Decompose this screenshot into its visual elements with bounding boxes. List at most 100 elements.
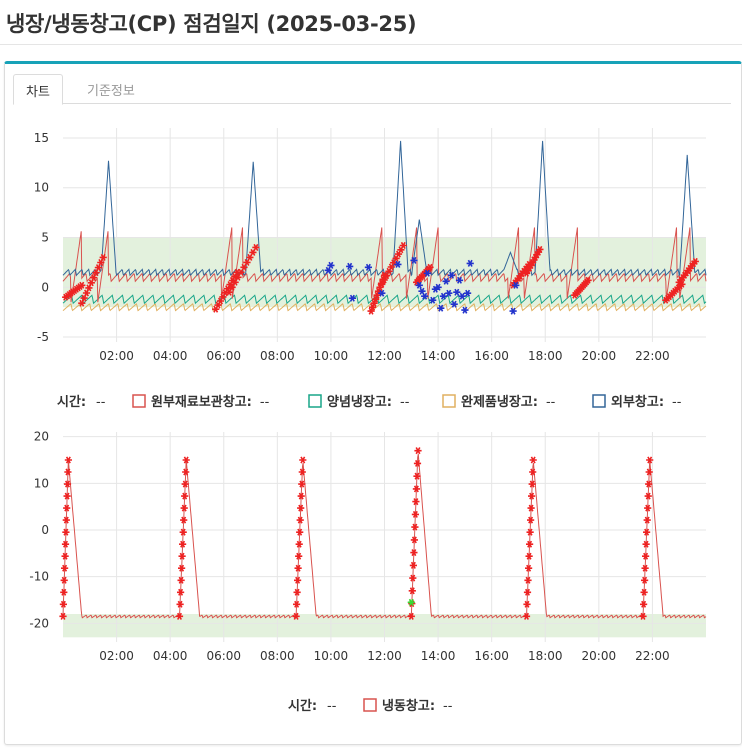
alt-marker — [458, 292, 466, 300]
alt-marker — [512, 281, 520, 289]
legend-series-name[interactable]: 완제품냉장고: — [461, 394, 538, 410]
alarm-marker — [691, 257, 699, 265]
legend-swatch[interactable] — [442, 394, 456, 408]
x-tick-label: 22:00 — [635, 349, 670, 363]
alarm-marker — [639, 612, 647, 620]
alarm-marker — [646, 456, 654, 464]
alarm-marker — [640, 600, 648, 608]
legend-series-name[interactable]: 외부창고: — [611, 394, 664, 410]
alt-marker — [442, 277, 450, 285]
alarm-marker — [297, 492, 305, 500]
alarm-marker — [177, 576, 185, 584]
alt-marker — [421, 292, 429, 300]
alarm-marker — [182, 468, 190, 476]
title-divider — [0, 44, 742, 45]
alarm-marker — [178, 552, 186, 560]
ok-marker — [407, 598, 415, 606]
alt-marker — [437, 304, 445, 312]
x-tick-label: 02:00 — [99, 349, 134, 363]
x-tick-label: 14:00 — [421, 349, 456, 363]
alarm-marker — [182, 456, 190, 464]
alarm-marker — [528, 492, 536, 500]
alarm-marker — [409, 574, 417, 582]
y-tick-label: -5 — [37, 330, 49, 344]
alt-marker — [364, 263, 372, 271]
alarm-marker — [64, 468, 72, 476]
legend-series-name[interactable]: 원부재료보관창고: — [151, 394, 252, 410]
alt-marker — [453, 288, 461, 296]
alarm-marker — [293, 588, 301, 596]
x-tick-label: 16:00 — [474, 649, 509, 663]
alarm-marker — [411, 510, 419, 518]
alarm-marker — [526, 528, 534, 536]
alarm-marker — [528, 480, 536, 488]
alarm-marker — [523, 600, 531, 608]
page-title: 냉장/냉동창고(CP) 점검일지 (2025-03-25) — [6, 12, 417, 36]
alarm-marker — [526, 540, 534, 548]
y-tick-label: 10 — [34, 476, 49, 490]
alarm-marker — [529, 468, 537, 476]
alarm-marker — [252, 243, 260, 251]
alarm-marker — [642, 552, 650, 560]
alarm-marker — [411, 523, 419, 531]
y-tick-label: 5 — [41, 230, 49, 244]
x-tick-label: 12:00 — [367, 349, 402, 363]
alarm-marker — [63, 504, 71, 512]
alarm-marker — [529, 456, 537, 464]
legend-swatch[interactable] — [308, 394, 322, 408]
chart-legend: 시간: -- 냉동창고: -- — [288, 698, 453, 714]
alt-marker — [450, 300, 458, 308]
alarm-marker — [59, 612, 67, 620]
alt-marker — [455, 276, 464, 284]
alarm-marker — [523, 588, 532, 596]
alarm-marker — [78, 281, 86, 289]
alt-marker — [410, 256, 418, 264]
alarm-marker — [640, 588, 648, 596]
alarm-marker — [410, 536, 418, 544]
alt-marker — [464, 289, 472, 297]
legend-time-value: -- — [96, 395, 106, 410]
legend-swatch[interactable] — [363, 698, 377, 712]
alarm-marker — [413, 459, 422, 467]
y-tick-label: 10 — [34, 181, 49, 195]
alarm-marker — [584, 276, 592, 284]
alarm-marker — [62, 528, 70, 536]
alt-marker — [346, 262, 354, 270]
y-tick-label: -10 — [29, 570, 49, 584]
alarm-marker — [527, 504, 535, 512]
alarm-marker — [527, 516, 535, 524]
alt-marker — [509, 307, 517, 315]
alarm-marker — [64, 456, 72, 464]
alt-marker — [415, 281, 423, 289]
legend-swatch[interactable] — [592, 394, 606, 408]
alt-marker — [461, 306, 469, 314]
tab-bar: 차트 기준정보 — [13, 74, 731, 105]
tab-chart[interactable]: 차트 — [13, 74, 63, 105]
legend-swatch[interactable] — [132, 394, 146, 408]
alarm-marker — [60, 576, 68, 584]
alarm-marker — [522, 612, 531, 620]
y-tick-label: 20 — [34, 430, 49, 444]
alarm-marker — [60, 588, 68, 596]
alarm-marker — [180, 516, 188, 524]
alarm-marker — [61, 564, 69, 572]
legend-series-value: -- — [260, 395, 270, 410]
tab-reference-info[interactable]: 기준정보 — [87, 84, 135, 99]
x-tick-label: 04:00 — [153, 649, 188, 663]
alt-marker — [447, 271, 456, 279]
legend-series-name[interactable]: 냉동창고: — [382, 698, 435, 714]
alarm-marker — [645, 480, 653, 488]
alarm-marker — [292, 612, 300, 620]
alarm-marker — [298, 468, 306, 476]
x-tick-label: 06:00 — [206, 649, 241, 663]
alarm-marker — [536, 245, 544, 253]
x-tick-label: 18:00 — [528, 649, 563, 663]
x-tick-label: 10:00 — [314, 349, 349, 363]
alarm-marker — [525, 564, 533, 572]
alt-marker — [423, 269, 431, 277]
x-tick-label: 20:00 — [582, 649, 617, 663]
alt-marker — [327, 261, 335, 269]
alarm-marker — [296, 528, 304, 536]
legend-series-name[interactable]: 양념냉장고: — [327, 394, 392, 410]
legend-series-value: -- — [443, 699, 453, 714]
